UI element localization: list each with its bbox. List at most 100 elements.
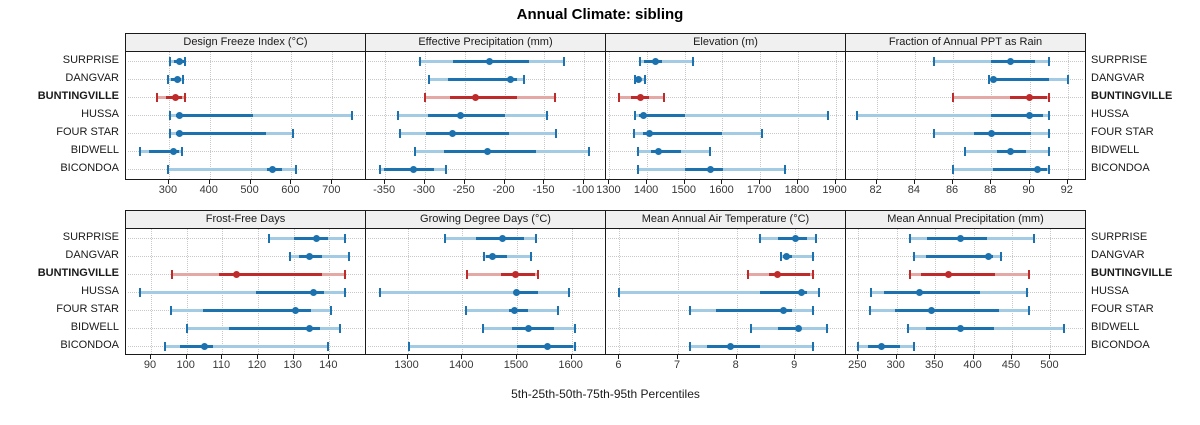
site-label-right: BIDWELL: [1091, 321, 1140, 333]
grid-line-horizontal: [608, 151, 843, 152]
interval-light-low: [444, 237, 476, 240]
axis-tick: [185, 355, 187, 359]
interval-light-low: [380, 291, 514, 294]
interval-light-low: [169, 114, 176, 117]
interval-light-high: [722, 132, 763, 135]
axis-tick-label: 450: [1001, 359, 1021, 371]
median-dot: [511, 307, 519, 314]
whisker-cap-5th: [423, 93, 426, 102]
site-label-left: DANGVAR: [65, 249, 119, 261]
grid-line-horizontal: [608, 238, 843, 239]
interval-light-high: [722, 168, 786, 171]
interval-light-low: [857, 114, 992, 117]
median-dot: [306, 253, 314, 260]
axis-tick-label: 350: [924, 359, 944, 371]
whisker-cap-95th: [811, 270, 814, 279]
interval-light-high: [806, 237, 816, 240]
interval-light-high: [980, 291, 1028, 294]
interval-light-low: [186, 327, 230, 330]
whisker-cap-95th: [344, 270, 347, 279]
interval-light-low: [428, 78, 449, 81]
interval-light-low: [420, 60, 453, 63]
interval-light-high: [986, 237, 1034, 240]
whisker-cap-5th: [688, 306, 691, 315]
interval-light-high: [528, 309, 558, 312]
whisker-cap-95th: [181, 75, 184, 84]
interval-dark-iqr: [993, 168, 1047, 171]
median-dot: [706, 166, 714, 173]
whisker-cap-95th: [553, 93, 556, 102]
interval-light-high: [320, 327, 341, 330]
median-dot: [957, 325, 964, 332]
interval-dark-iqr: [760, 291, 807, 294]
interval-light-low: [909, 237, 928, 240]
grid-line-vertical: [571, 229, 573, 354]
whisker-cap-95th: [784, 165, 787, 174]
axis-tick-label: 1400: [449, 359, 474, 371]
whisker-cap-5th: [688, 342, 691, 351]
median-dot: [1026, 94, 1034, 101]
interval-dark-iqr: [229, 327, 321, 330]
panel-header: Frost-Free Days: [125, 210, 366, 229]
median-dot: [175, 130, 183, 137]
axis-tick: [646, 180, 648, 184]
whisker-cap-95th: [709, 147, 712, 156]
axis-tick: [583, 180, 585, 184]
axis-tick: [221, 355, 223, 359]
grid-line-horizontal: [128, 79, 363, 80]
whisker-cap-5th: [632, 129, 635, 138]
site-label-left: HUSSA: [81, 108, 119, 120]
median-dot: [511, 271, 519, 278]
axis-tick-label: -300: [412, 184, 435, 196]
interval-light-low: [633, 132, 644, 135]
whisker-cap-95th: [1047, 93, 1050, 102]
whisker-cap-5th: [868, 306, 871, 315]
median-dot: [1033, 166, 1041, 173]
median-dot: [654, 148, 662, 155]
whisker-cap-5th: [413, 147, 416, 156]
whisker-cap-5th: [750, 324, 753, 333]
site-label-left: DANGVAR: [65, 72, 119, 84]
interval-light-high: [1042, 114, 1049, 117]
interval-dark-iqr: [425, 132, 509, 135]
interval-light-high: [323, 291, 346, 294]
site-label-right: FOUR STAR: [1091, 126, 1154, 138]
site-label-right: HUSSA: [1091, 108, 1129, 120]
whisker-cap-5th: [427, 75, 430, 84]
median-dot: [652, 58, 660, 65]
whisker-cap-5th: [633, 75, 636, 84]
whisker-cap-95th: [563, 57, 566, 66]
whisker-cap-95th: [181, 147, 184, 156]
interval-light-high: [265, 132, 294, 135]
interval-light-high: [809, 273, 813, 276]
interval-light-low: [933, 60, 992, 63]
whisker-cap-95th: [555, 129, 558, 138]
whisker-cap-5th: [908, 234, 911, 243]
axis-tick: [1010, 355, 1012, 359]
interval-light-low: [914, 255, 926, 258]
whisker-cap-5th: [634, 111, 637, 120]
panel-plot: [605, 228, 846, 355]
axis-tick: [857, 355, 859, 359]
median-dot: [634, 76, 642, 83]
whisker-cap-5th: [618, 93, 621, 102]
axis-tick-label: 1500: [503, 359, 529, 371]
whisker-cap-5th: [482, 252, 485, 261]
axis-tick: [167, 180, 169, 184]
median-dot: [309, 289, 317, 296]
interval-light-high: [535, 150, 590, 153]
whisker-cap-95th: [1047, 129, 1050, 138]
whisker-cap-95th: [1047, 165, 1050, 174]
interval-light-high: [792, 309, 813, 312]
axis-tick-label: 300: [886, 359, 905, 371]
axis-tick-label: 88: [984, 184, 997, 196]
axis-tick: [249, 180, 251, 184]
median-dot: [985, 253, 993, 260]
axis-tick: [972, 355, 974, 359]
median-dot: [794, 325, 802, 332]
median-dot: [797, 289, 805, 296]
axis-tick: [256, 355, 258, 359]
whisker-cap-95th: [339, 324, 342, 333]
whisker-cap-5th: [636, 147, 639, 156]
interval-light-high: [529, 60, 565, 63]
